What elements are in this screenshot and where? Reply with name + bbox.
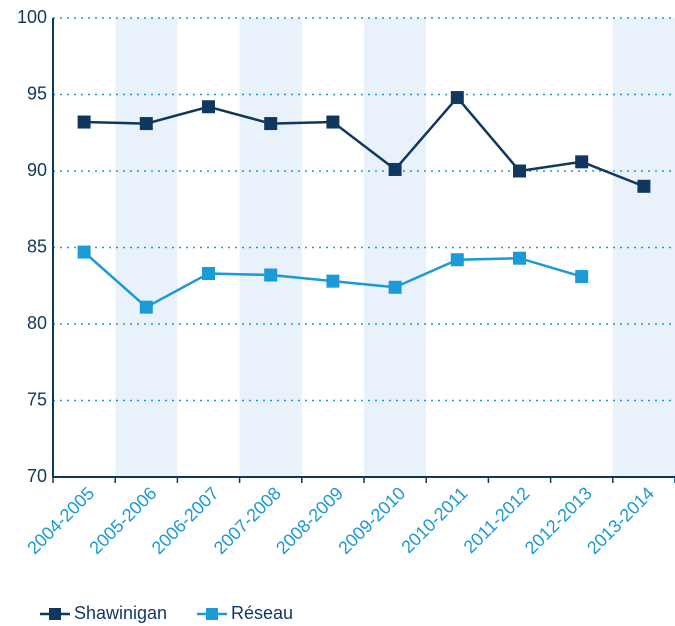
band	[115, 18, 178, 477]
band	[364, 18, 427, 477]
point	[326, 115, 340, 129]
point	[326, 274, 340, 288]
point	[202, 267, 215, 281]
point	[388, 162, 402, 176]
point	[575, 270, 589, 284]
point	[575, 155, 589, 169]
point	[450, 253, 464, 267]
y-tick-label: 75	[27, 389, 47, 409]
point	[513, 251, 526, 265]
point	[77, 115, 91, 129]
point	[264, 268, 278, 282]
x-tick-label: 2013-2014	[583, 483, 658, 558]
point	[139, 117, 153, 131]
y-tick-label: 95	[27, 83, 47, 103]
point	[637, 179, 651, 193]
legend-label: Shawinigan	[74, 603, 167, 623]
y-tick-label: 85	[27, 236, 47, 256]
legend-label: Réseau	[231, 603, 293, 623]
point	[139, 300, 153, 314]
y-tick-label: 80	[27, 313, 47, 333]
legend-marker	[206, 608, 218, 620]
point	[513, 164, 526, 178]
band	[612, 18, 675, 477]
legend-marker	[49, 608, 61, 620]
y-tick-label: 90	[27, 160, 47, 180]
x-tick-label: 2009-2010	[334, 483, 409, 558]
point	[202, 100, 215, 114]
y-tick-label: 70	[27, 466, 47, 486]
x-tick-label: 2010-2011	[397, 483, 471, 557]
point	[450, 91, 464, 105]
point	[77, 245, 91, 259]
shaded-bands	[115, 18, 675, 477]
point	[264, 117, 278, 131]
point	[388, 280, 402, 294]
series-line	[84, 95, 645, 188]
y-tick-label: 100	[17, 7, 47, 27]
